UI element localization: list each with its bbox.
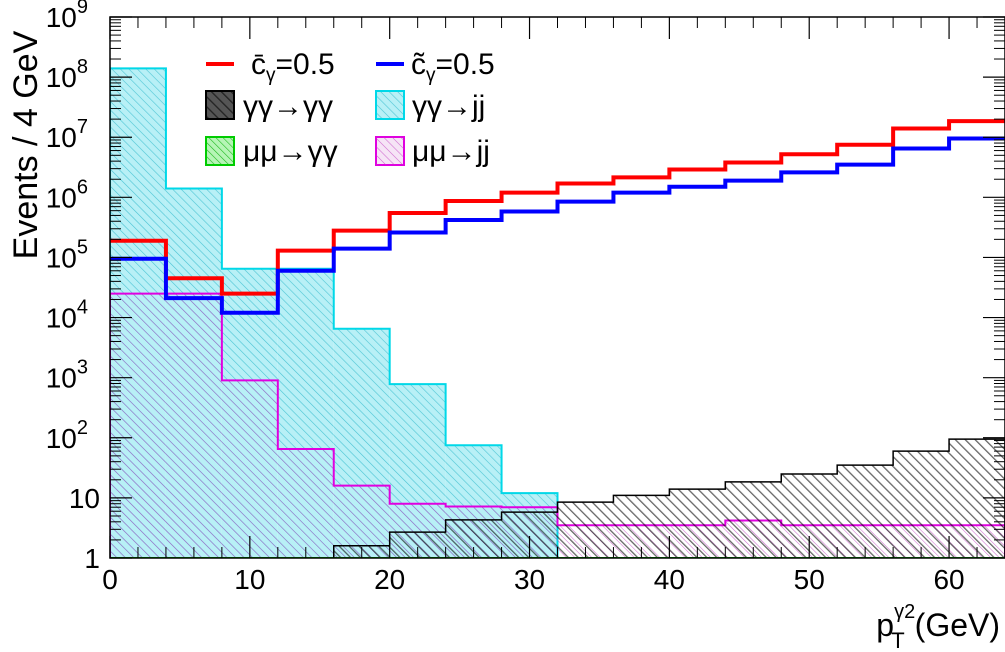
legend: c̄γ=0.5 c̃γ=0.5 γγ→γγ γγ→jj μμ→γγ μμ→jj	[205, 48, 495, 168]
y-tick-label: 104	[46, 297, 88, 334]
y-axis-title: Events / 4 GeV	[7, 30, 45, 259]
legend-label-ctilde: c̃γ=0.5	[411, 48, 495, 86]
bin-bar-mumu-jj-3	[277, 449, 334, 558]
x-tick-label: 30	[514, 564, 545, 595]
legend-entry-mumu-jj: μμ→jj	[375, 135, 490, 168]
y-tick-label: 105	[46, 236, 88, 273]
bin-bar-aa-aa-11	[725, 481, 782, 558]
series-outline-aa-aa	[110, 438, 1005, 558]
legend-label-aa-aa: γγ→γγ	[243, 90, 333, 123]
bin-bar-aa-aa-14	[893, 451, 950, 558]
y-tick-label: 10	[69, 483, 100, 514]
bin-bar-mumu-jj-1	[165, 293, 222, 558]
y-tick-label: 1	[84, 543, 100, 574]
legend-label-aa-jj: γγ→jj	[412, 90, 485, 123]
legend-entry-aa-jj: γγ→jj	[375, 90, 485, 123]
series-line-ctilde	[110, 136, 1005, 315]
y-tick-label: 102	[46, 417, 88, 454]
x-axis-title: pγ2 T (GeV)	[876, 601, 1000, 652]
legend-entry-ctilde: c̃γ=0.5	[376, 48, 495, 86]
x-tick-label: 50	[794, 564, 825, 595]
y-tick-label: 108	[46, 56, 88, 93]
plot-frame	[109, 16, 1005, 559]
series-ctilde	[110, 136, 1005, 315]
legend-entry-cbar: c̄γ=0.5	[206, 48, 335, 86]
bin-bar-aa-aa-13	[837, 465, 894, 558]
x-tick-label: 40	[654, 564, 685, 595]
legend-label-mumu-jj: μμ→jj	[412, 135, 490, 168]
y-tick-label: 106	[46, 176, 88, 213]
series-outline-aa-jj	[110, 67, 1005, 558]
legend-label-cbar: c̄γ=0.5	[251, 48, 335, 86]
legend-swatch-aa-jj	[375, 90, 405, 120]
y-tick-label: 107	[46, 116, 88, 153]
y-tick-label: 109	[46, 0, 88, 33]
legend-label-mumu-aa: μμ→γγ	[243, 135, 338, 168]
legend-entry-aa-aa: γγ→γγ	[205, 90, 333, 123]
y-tick-label: 103	[46, 357, 88, 394]
bin-bar-aa-aa-15	[949, 439, 1005, 558]
x-tick-label: 0	[102, 564, 118, 595]
axes-layer: 1 10 102 103 104 105 106 107 108 109 0 10 20 30 40 50 60	[46, 0, 1005, 595]
x-tick-label: 10	[234, 564, 265, 595]
legend-entry-mumu-aa: μμ→γγ	[205, 135, 338, 168]
series-aa-aa	[110, 438, 1005, 558]
legend-swatch-mumu-aa	[205, 136, 235, 166]
x-tick-label: 20	[374, 564, 405, 595]
bin-bar-mumu-jj-0	[110, 293, 166, 558]
bin-bar-aa-aa-10	[669, 489, 726, 558]
bin-bar-mumu-jj-2	[221, 380, 278, 558]
x-tick-label: 60	[933, 564, 964, 595]
